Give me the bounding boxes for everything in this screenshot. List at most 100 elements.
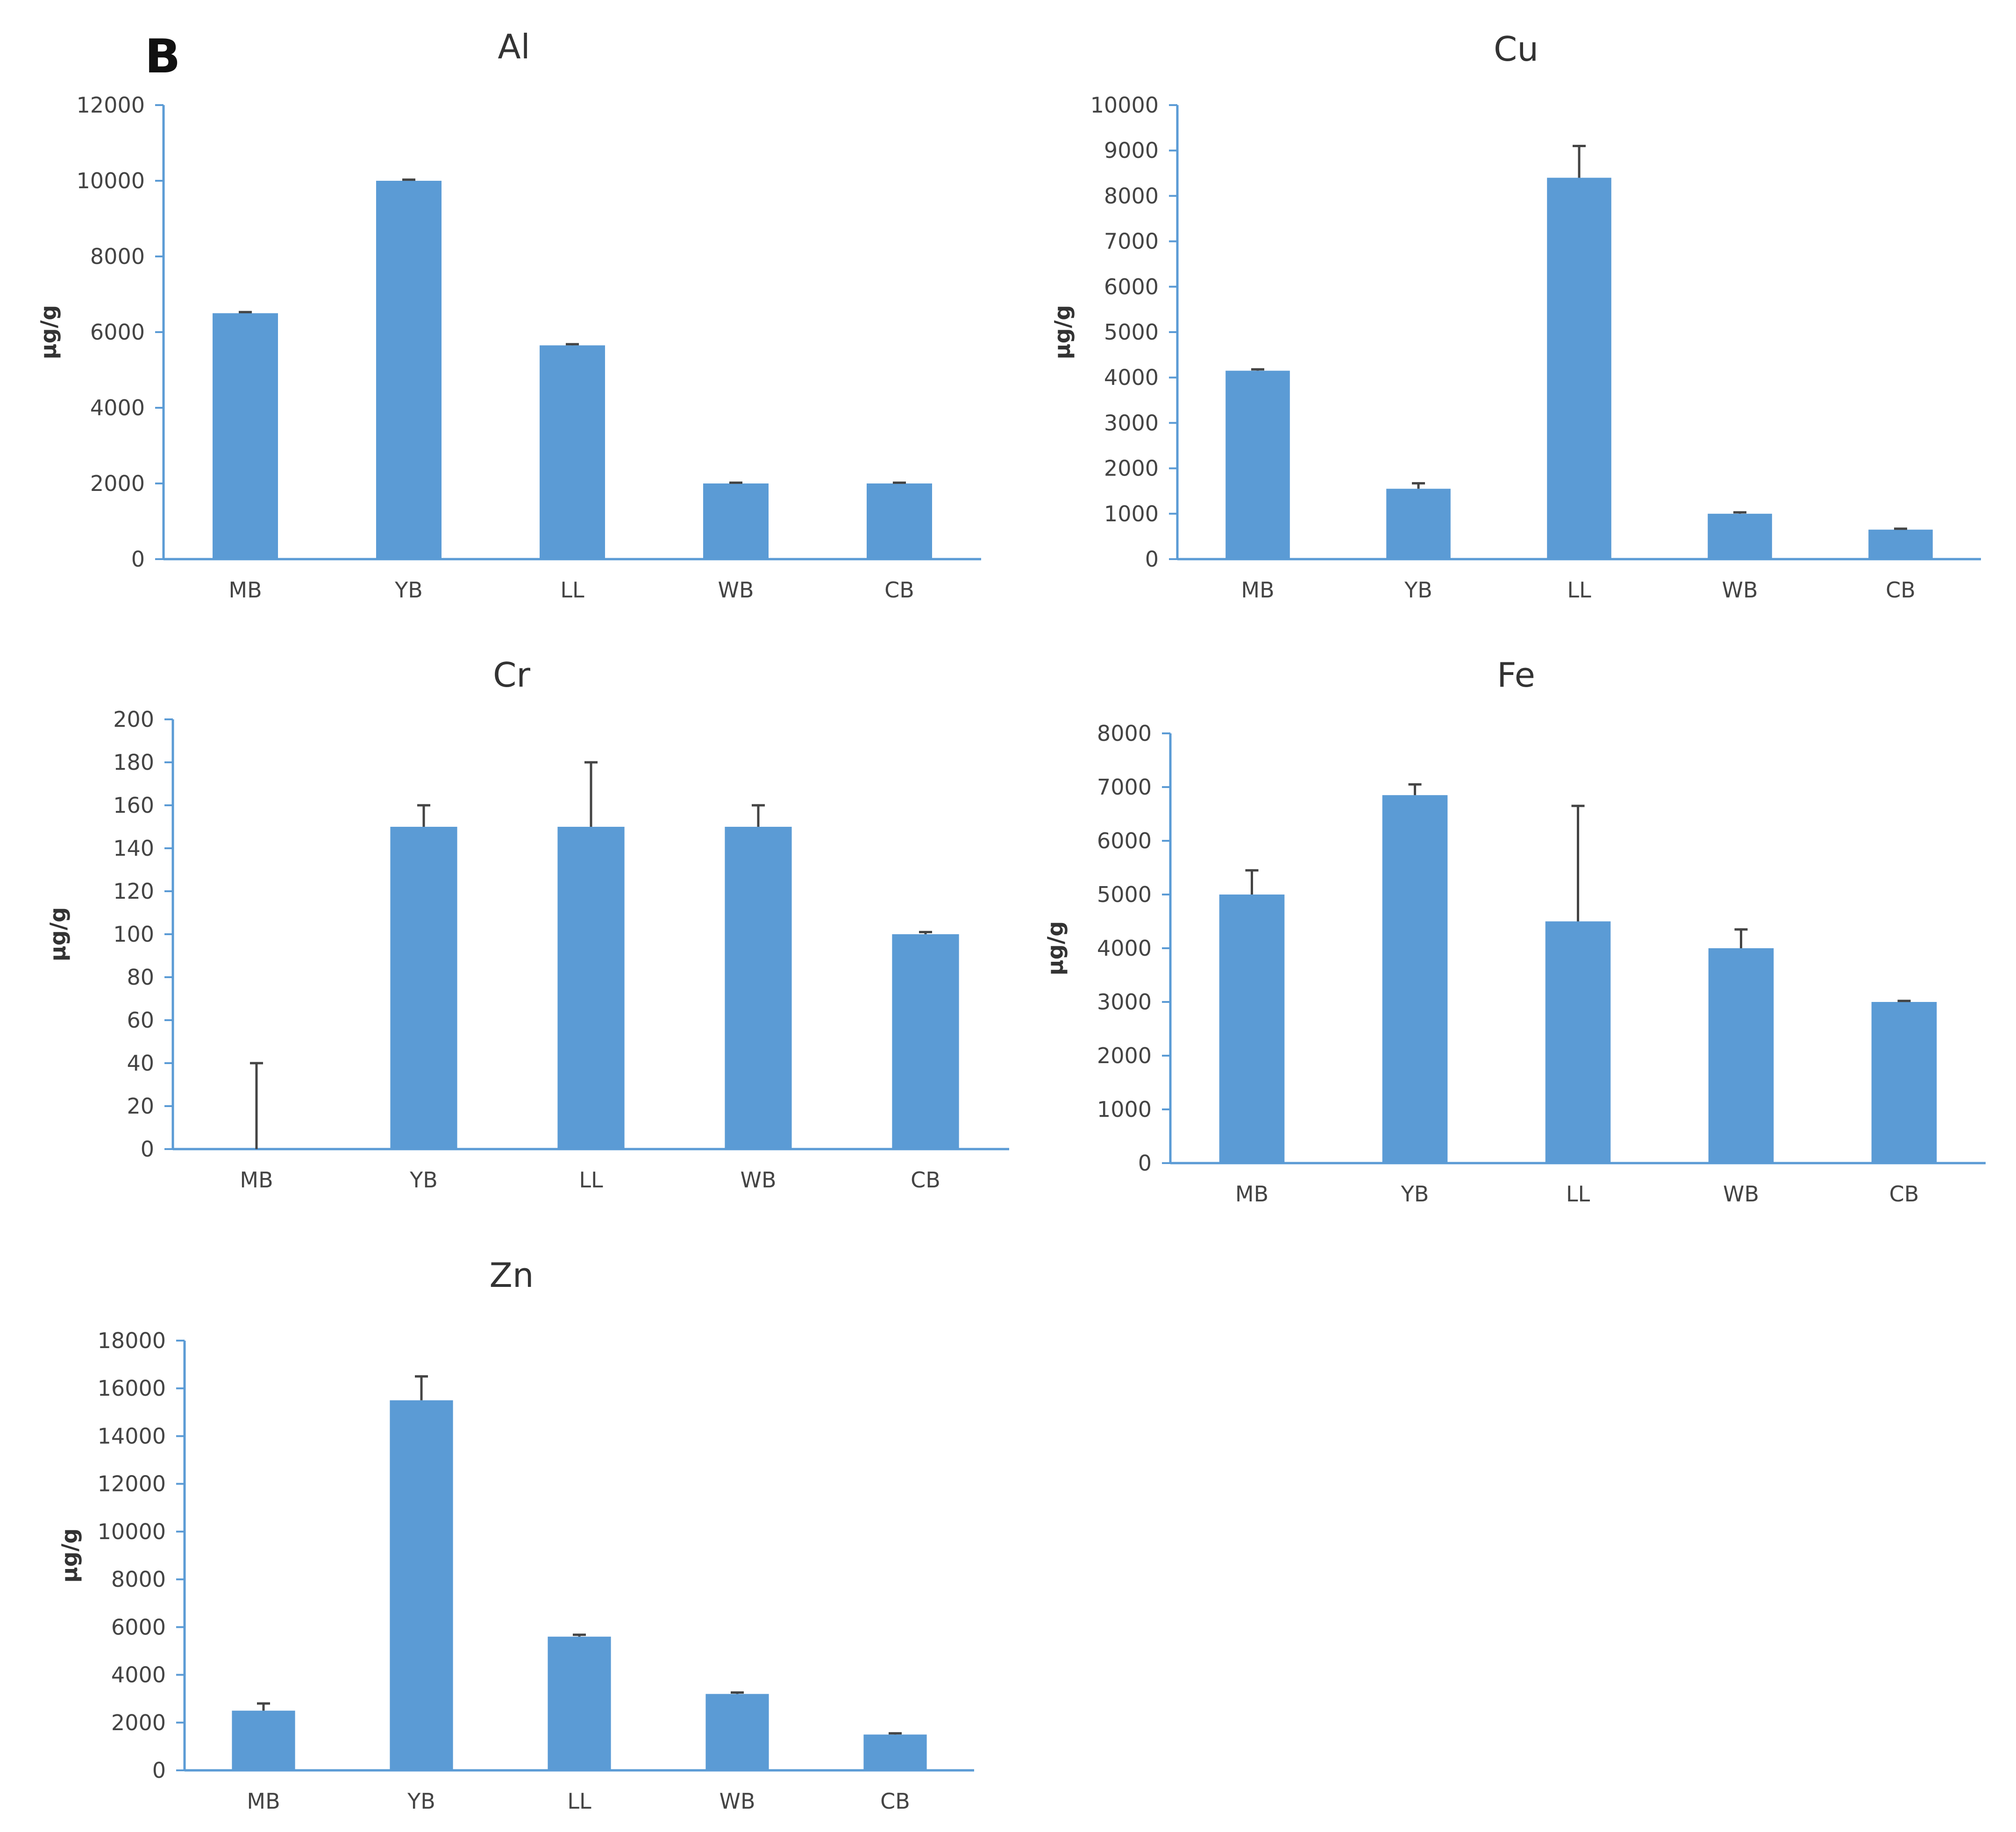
cu-y-tick-label: 2000 [1104, 456, 1159, 481]
fe-y-tick-label: 8000 [1097, 721, 1152, 746]
zn-y-tick-label: 16000 [98, 1376, 166, 1401]
fe-bar-ll [1545, 921, 1611, 1163]
cr-y-tick-label: 180 [113, 750, 154, 775]
cr-y-tick-label: 40 [127, 1051, 154, 1076]
cu-x-tick-label: WB [1722, 577, 1758, 603]
fe-y-tick-label: 7000 [1097, 774, 1152, 800]
zn-x-tick-label: LL [567, 1789, 591, 1814]
cu-y-tick-label: 6000 [1104, 274, 1159, 299]
zn-bar-mb [232, 1711, 295, 1770]
cu-y-tick-label: 5000 [1104, 320, 1159, 345]
zn-y-tick-label: 4000 [111, 1662, 166, 1688]
cr-x-tick-label: YB [409, 1167, 438, 1193]
zn-x-tick-label: WB [719, 1789, 755, 1814]
zn-bar-cb [863, 1734, 927, 1770]
al-y-tick-label: 8000 [90, 244, 145, 269]
zn-x-tick-label: MB [247, 1789, 280, 1814]
al-y-tick-label: 4000 [90, 395, 145, 420]
cr-y-tick-label: 120 [113, 879, 154, 904]
al-x-tick-label: CB [884, 577, 914, 603]
al-y-axis-label: µg/g [36, 305, 61, 360]
cr-y-tick-label: 80 [127, 965, 154, 990]
fe-bar-cb [1871, 1002, 1937, 1163]
al-bar-yb [376, 181, 442, 559]
panel-label: B [145, 29, 181, 84]
cr-y-tick-label: 60 [127, 1008, 154, 1033]
fe-y-axis-label: µg/g [1043, 921, 1068, 976]
cu-bar-cb [1868, 529, 1933, 559]
al-y-tick-label: 10000 [77, 168, 145, 193]
al-bar-wb [703, 483, 769, 559]
al-x-tick-label: MB [228, 577, 262, 603]
cr-y-tick-label: 0 [141, 1136, 154, 1162]
cu-x-tick-label: LL [1567, 577, 1591, 603]
zn-bar-wb [705, 1694, 769, 1770]
cu-bar-yb [1386, 489, 1451, 559]
cr-y-tick-label: 20 [127, 1094, 154, 1119]
cu-y-tick-label: 8000 [1104, 183, 1159, 208]
cr-bar-wb [725, 827, 792, 1149]
zn-y-tick-label: 8000 [111, 1567, 166, 1592]
cu-y-axis-label: µg/g [1050, 305, 1075, 360]
cu-bar-wb [1708, 513, 1772, 559]
zn-y-tick-label: 2000 [111, 1710, 166, 1735]
cu-x-tick-label: CB [1886, 577, 1916, 603]
zn-y-tick-label: 6000 [111, 1614, 166, 1640]
al-x-tick-label: WB [718, 577, 754, 603]
cr-title: Cr [493, 655, 530, 695]
zn-y-tick-label: 18000 [98, 1328, 166, 1353]
zn-bar-ll [548, 1636, 611, 1770]
al-y-tick-label: 12000 [77, 92, 145, 118]
cu-y-tick-label: 7000 [1104, 229, 1159, 254]
cu-y-tick-label: 3000 [1104, 410, 1159, 435]
cu-y-tick-label: 9000 [1104, 138, 1159, 163]
cr-y-axis-label: µg/g [45, 907, 71, 962]
zn-y-tick-label: 12000 [98, 1471, 166, 1497]
al-title: Al [498, 27, 530, 66]
fe-y-tick-label: 0 [1138, 1150, 1152, 1176]
fe-y-tick-label: 2000 [1097, 1043, 1152, 1068]
cu-title: Cu [1494, 29, 1539, 69]
fe-bar-yb [1382, 795, 1448, 1163]
fe-y-tick-label: 6000 [1097, 828, 1152, 853]
cu-bar-mb [1225, 370, 1290, 559]
al-x-tick-label: YB [394, 577, 423, 603]
zn-y-tick-label: 14000 [98, 1423, 166, 1449]
cr-x-tick-label: CB [911, 1167, 940, 1193]
cr-bar-ll [557, 827, 625, 1149]
cr-x-tick-label: LL [579, 1167, 603, 1193]
fe-y-tick-label: 4000 [1097, 936, 1152, 961]
zn-title: Zn [490, 1256, 534, 1295]
al-y-tick-label: 0 [131, 547, 145, 572]
fe-y-tick-label: 1000 [1097, 1097, 1152, 1122]
zn-x-tick-label: YB [407, 1789, 435, 1814]
cu-x-tick-label: YB [1404, 577, 1432, 603]
al-bar-cb [867, 483, 932, 559]
cr-y-tick-label: 140 [113, 836, 154, 861]
al-y-tick-label: 6000 [90, 320, 145, 345]
cr-y-tick-label: 200 [113, 707, 154, 732]
fe-title: Fe [1497, 655, 1535, 695]
cr-x-tick-label: MB [240, 1167, 273, 1193]
al-bar-ll [540, 345, 605, 559]
fe-y-tick-label: 3000 [1097, 989, 1152, 1015]
cr-y-tick-label: 100 [113, 922, 154, 947]
cu-y-tick-label: 10000 [1090, 92, 1159, 118]
al-y-tick-label: 2000 [90, 471, 145, 496]
fe-x-tick-label: YB [1401, 1181, 1429, 1207]
cu-y-tick-label: 1000 [1104, 501, 1159, 526]
cu-y-tick-label: 4000 [1104, 365, 1159, 390]
cr-x-tick-label: WB [740, 1167, 776, 1193]
cr-y-tick-label: 160 [113, 793, 154, 818]
zn-y-axis-label: µg/g [57, 1528, 82, 1583]
zn-y-tick-label: 0 [152, 1758, 166, 1783]
fe-x-tick-label: LL [1566, 1181, 1590, 1207]
zn-y-tick-label: 10000 [98, 1519, 166, 1544]
cu-y-tick-label: 0 [1145, 547, 1159, 572]
fe-y-tick-label: 5000 [1097, 882, 1152, 907]
